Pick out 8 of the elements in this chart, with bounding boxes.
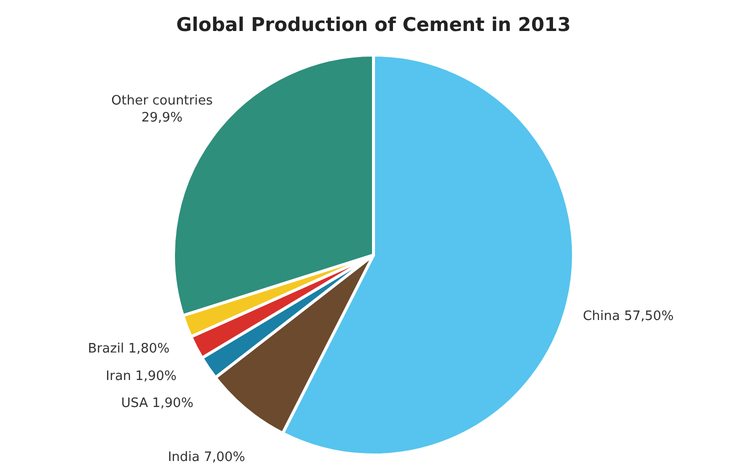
slice-label: Other countries	[111, 93, 213, 108]
slice-label: Iran 1,90%	[106, 369, 177, 384]
data-label: 29,9%	[141, 110, 183, 126]
chart-title: Global Production of Cement in 2013	[176, 14, 571, 36]
slice-label: Brazil 1,80%	[88, 341, 170, 356]
slice-label: USA 1,90%	[121, 396, 194, 411]
slice-label: China 57,50%	[582, 309, 674, 324]
slice-label: India 7,00%	[168, 450, 246, 465]
